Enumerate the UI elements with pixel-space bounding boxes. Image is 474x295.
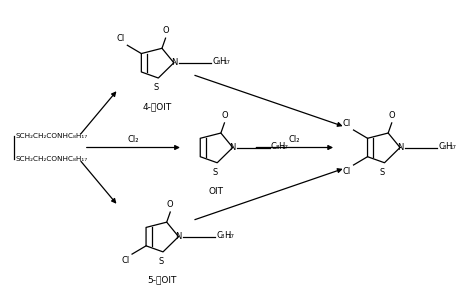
Text: 8: 8 — [216, 60, 220, 65]
Text: O: O — [162, 26, 169, 35]
Text: C: C — [217, 231, 223, 240]
Text: O: O — [388, 111, 395, 120]
Text: N: N — [171, 58, 177, 67]
Text: S: S — [158, 257, 163, 266]
Text: S: S — [153, 83, 159, 92]
Text: O: O — [167, 200, 173, 209]
Text: 17: 17 — [228, 234, 235, 239]
Text: H: H — [224, 231, 230, 240]
Text: N: N — [397, 143, 403, 152]
Text: 4-氯OIT: 4-氯OIT — [142, 102, 172, 111]
Text: S: S — [212, 168, 218, 177]
Text: N: N — [229, 143, 236, 152]
Text: 8: 8 — [275, 145, 279, 150]
Text: N: N — [175, 232, 182, 241]
Text: H: H — [278, 142, 284, 150]
Text: C: C — [212, 57, 218, 66]
Text: Cl₂: Cl₂ — [289, 135, 301, 144]
Text: 8: 8 — [442, 145, 446, 150]
Text: SCH₂CH₂CONHC₈H₁₇: SCH₂CH₂CONHC₈H₁₇ — [16, 155, 88, 162]
Text: C: C — [438, 142, 444, 150]
Text: H: H — [445, 142, 452, 150]
Text: SCH₂CH₂CONHC₈H₁₇: SCH₂CH₂CONHC₈H₁₇ — [16, 133, 88, 140]
Text: Cl: Cl — [117, 34, 125, 43]
Text: 17: 17 — [449, 145, 456, 150]
Text: S: S — [380, 168, 385, 177]
Text: Cl: Cl — [343, 119, 351, 128]
Text: C: C — [271, 142, 277, 150]
Text: O: O — [221, 111, 228, 120]
Text: OIT: OIT — [208, 187, 223, 196]
Text: 17: 17 — [223, 60, 230, 65]
Text: 17: 17 — [282, 145, 289, 150]
Text: Cl: Cl — [121, 256, 130, 266]
Text: 5-氯OIT: 5-氯OIT — [147, 275, 176, 284]
Text: 8: 8 — [221, 234, 225, 239]
Text: Cl: Cl — [343, 167, 351, 176]
Text: Cl₂: Cl₂ — [128, 135, 139, 144]
Text: H: H — [219, 57, 226, 66]
